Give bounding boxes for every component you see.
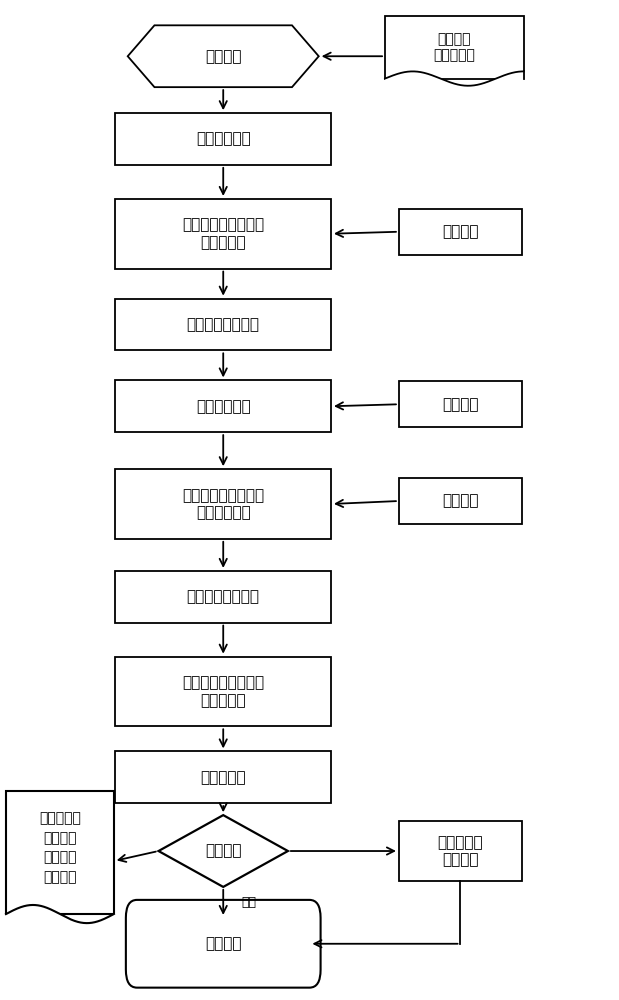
FancyBboxPatch shape [115, 469, 331, 539]
FancyBboxPatch shape [385, 16, 524, 79]
FancyBboxPatch shape [126, 900, 321, 988]
FancyBboxPatch shape [6, 791, 114, 914]
FancyBboxPatch shape [399, 478, 522, 524]
Polygon shape [128, 25, 319, 87]
Text: 隐蔽验收: 隐蔽验收 [442, 397, 478, 412]
FancyBboxPatch shape [399, 821, 522, 881]
Polygon shape [158, 815, 288, 887]
Text: 绕坡屋面一周安装第
一级面层模板: 绕坡屋面一周安装第 一级面层模板 [182, 488, 264, 520]
Text: 布设竖向方块龙骨: 布设竖向方块龙骨 [187, 317, 260, 332]
Text: 技术复核: 技术复核 [442, 224, 478, 239]
Text: 逐级安装面层模板、
浇筑混凝土: 逐级安装面层模板、 浇筑混凝土 [182, 675, 264, 708]
Text: 不符合处置
和再验收: 不符合处置 和再验收 [438, 835, 483, 867]
FancyBboxPatch shape [115, 380, 331, 432]
FancyBboxPatch shape [115, 751, 331, 803]
Text: 屋面钢筋绑扎: 屋面钢筋绑扎 [196, 399, 251, 414]
FancyBboxPatch shape [115, 299, 331, 350]
FancyBboxPatch shape [115, 571, 331, 623]
Text: 技术复核: 技术复核 [442, 493, 478, 508]
Text: 技术交底
作业指导书: 技术交底 作业指导书 [433, 32, 475, 63]
Text: 工序结束: 工序结束 [205, 936, 241, 951]
FancyBboxPatch shape [115, 199, 331, 269]
Text: 符合: 符合 [241, 896, 257, 909]
Text: 施工准备: 施工准备 [205, 49, 241, 64]
Text: 第一级混凝土浇筑: 第一级混凝土浇筑 [187, 589, 260, 604]
FancyBboxPatch shape [399, 209, 522, 255]
Text: 检查验收: 检查验收 [205, 844, 241, 859]
Text: 检验批质量
验收记录
隐蔽工程
验收记录: 检验批质量 验收记录 隐蔽工程 验收记录 [39, 811, 81, 884]
Text: 养护、拆模: 养护、拆模 [201, 770, 246, 785]
Text: 底层模板安装: 底层模板安装 [196, 132, 251, 147]
FancyBboxPatch shape [115, 657, 331, 726]
FancyBboxPatch shape [399, 381, 522, 427]
Text: 弹线、钻孔、安装限
位止水螺栓: 弹线、钻孔、安装限 位止水螺栓 [182, 218, 264, 250]
FancyBboxPatch shape [115, 113, 331, 165]
